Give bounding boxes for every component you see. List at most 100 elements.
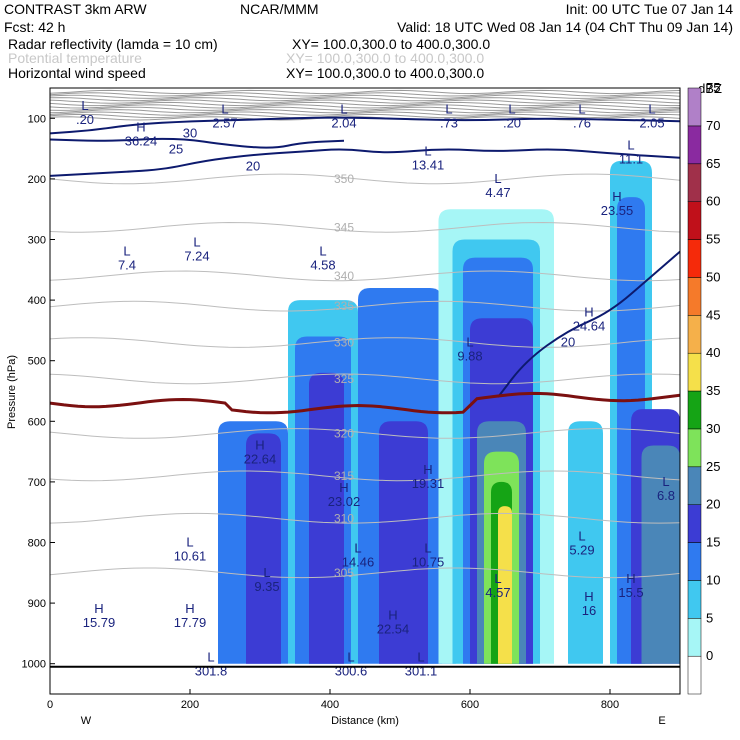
y-tick-label: 700 [28,477,46,489]
marker-type: L [662,474,669,489]
marker-type: L [494,171,501,186]
marker-type: H [584,589,593,604]
high-marker: H19.31 [412,462,445,491]
wind-contour-label: 20 [561,334,575,349]
stratosphere-isentrope-band [50,89,680,121]
y-tick-label: 900 [28,598,46,610]
marker-value: 7.4 [118,258,136,273]
marker-value: .20 [503,115,521,130]
colorbar-swatch [687,125,702,165]
colorbar-label: 0 [706,648,713,663]
marker-value: 14.46 [342,555,375,570]
marker-type: H [94,601,103,616]
field-name-theta: Potential temperature [8,50,142,66]
colorbar-label: 20 [706,497,720,512]
high-marker: H15.79 [83,601,116,630]
isentrope-label: 325 [334,372,354,386]
wind-speed-contour [50,116,680,135]
y-tick-label: 200 [28,174,46,186]
wind-contour-label: 25 [169,142,183,157]
colorbar-swatch [687,466,702,505]
isentrope-line [50,428,680,439]
low-marker: L7.24 [184,235,209,264]
colorbar-label: 30 [706,421,720,436]
marker-value: 19.31 [412,476,445,491]
potential-temperature-layer: 350 345 340 335 330 325 320 315 310 305 [50,172,680,580]
low-marker: L6.8 [657,474,675,503]
run-name: CONTRAST 3km ARW [4,1,147,17]
isentrope-label: 350 [334,172,354,186]
marker-type: L [221,101,228,116]
marker-value: .73 [440,115,458,130]
reflectivity-column [246,433,281,664]
marker-value: .76 [573,115,591,130]
colorbar-swatch [687,618,702,657]
isentrope-line [50,89,680,95]
colorbar-swatch [687,580,702,619]
isentrope-line [50,109,680,114]
plot-frame [49,87,681,695]
isentrope-label: 320 [334,426,354,440]
colorbar-unit: dBZ [698,81,722,96]
isentrope-label: 305 [334,566,354,580]
freezing-level-line [50,391,680,415]
low-marker: L11.1 [619,138,643,167]
x-west-label: W [81,715,92,727]
field-xy-reflectivity: XY= 100.0,300.0 to 400.0,300.0 [292,36,490,52]
colorbar: 0 5 10 15 20 25 30 35 40 45 50 55 60 65 70 75 [687,80,720,695]
colorbar-swatch [687,352,702,392]
colorbar-label: 15 [706,535,720,550]
marker-type: H [255,438,264,453]
colorbar-swatch [687,87,702,127]
marker-type: H [388,607,397,622]
marker-type: H [423,462,432,477]
marker-value: 22.64 [244,452,277,467]
isentrope-line [50,94,680,99]
x-east-label: E [658,715,665,727]
reflectivity-column [641,445,680,664]
low-marker: L.20 [503,101,521,130]
field-name-reflectivity: Radar reflectivity (lamda = 10 cm) [8,36,218,52]
x-tick-label: 600 [461,699,479,711]
marker-type: H [136,119,145,134]
reflectivity-fill-layer [218,160,680,664]
marker-type: L [123,244,130,259]
valid-time: Valid: 18 UTC Wed 08 Jan 14 (04 ChT Thu … [397,19,733,35]
marker-type: L [627,138,634,153]
colorbar-label: 50 [706,269,720,284]
colorbar-label: 35 [706,383,720,398]
colorbar-swatch [687,163,702,202]
x-tick-label: 400 [321,699,339,711]
colorbar-swatch [687,201,702,240]
marker-type: L [340,101,347,116]
low-marker: L14.46 [342,541,375,570]
low-marker: L4.58 [310,244,335,273]
isentrope-line [50,113,680,119]
x-tick-label: 0 [47,699,53,711]
x-axis-label: Distance (km) [331,715,399,727]
marker-value: 15.79 [83,615,116,630]
colorbar-label: 40 [706,345,720,360]
high-marker: H36.24 [125,119,158,148]
marker-value: 2.05 [639,115,664,130]
low-marker: L.73 [440,101,458,130]
marker-type: L [347,650,354,665]
high-marker: H23.55 [601,189,634,218]
isentrope-line [50,111,680,116]
y-tick-label: 300 [28,235,46,247]
marker-type: L [648,101,655,116]
low-marker: L10.75 [412,541,445,570]
marker-type: L [207,650,214,665]
y-tick-label: 600 [28,416,46,428]
marker-type: L [424,541,431,556]
high-marker: H22.64 [244,438,277,467]
wind-contour-label: 30 [183,125,197,140]
reflectivity-column [309,372,344,664]
marker-value: 4.47 [485,185,510,200]
isentrope-line [50,373,680,385]
colorbar-label: 55 [706,232,720,247]
low-marker: L2.05 [639,101,664,130]
marker-type: L [494,571,501,586]
marker-value: 13.41 [412,158,445,173]
marker-type: L [186,535,193,550]
